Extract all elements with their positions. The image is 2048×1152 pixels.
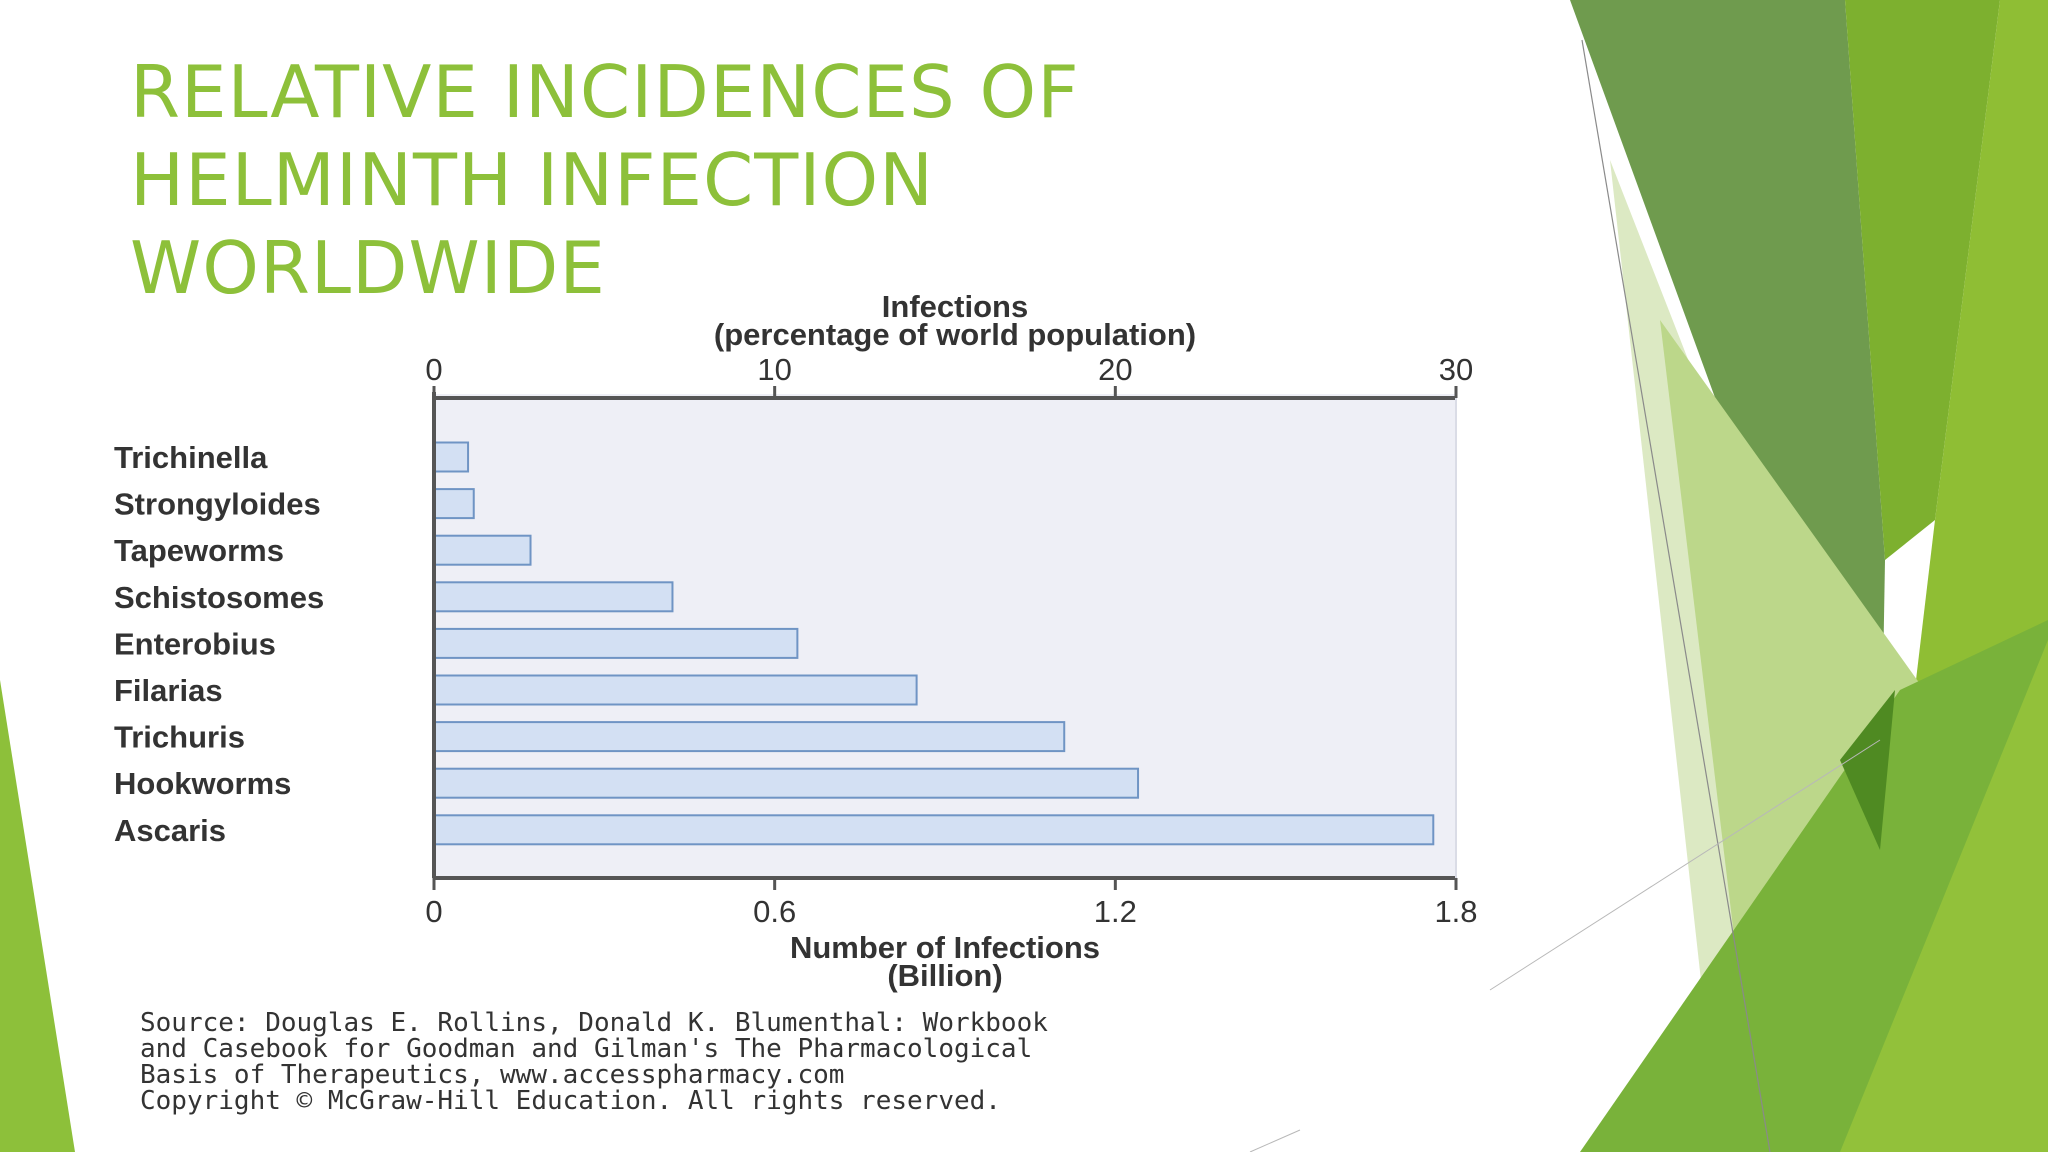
x-axis-subtitle: (Billion) <box>887 958 1002 993</box>
source-line: and Casebook for Goodman and Gilman's Th… <box>140 1034 1033 1064</box>
top-tick-label: 10 <box>757 352 791 387</box>
source-line: Source: Douglas E. Rollins, Donald K. Bl… <box>140 1008 1048 1038</box>
category-label: Schistosomes <box>114 580 324 615</box>
decor-shape-deep <box>1840 690 1895 850</box>
top-tick-label: 20 <box>1098 352 1132 387</box>
bottom-tick-label: 0 <box>425 894 442 929</box>
top-axis-subtitle: (percentage of world population) <box>714 317 1196 352</box>
bar-trichuris <box>433 721 1066 753</box>
category-label: Ascaris <box>114 813 226 848</box>
bar-strongyloides <box>433 488 475 520</box>
left-green-wedge <box>0 680 75 1152</box>
bar-filarias <box>433 674 918 706</box>
bar-ascaris <box>433 814 1435 846</box>
bar-enterobius <box>433 627 799 659</box>
bar-tapeworms <box>433 534 532 566</box>
bottom-tick-label: 1.2 <box>1094 894 1137 929</box>
decor-shape-lime <box>1845 0 2000 560</box>
category-label: Trichinella <box>114 440 268 475</box>
source-line: Copyright © McGraw-Hill Education. All r… <box>140 1086 1001 1116</box>
top-tick-label: 30 <box>1439 352 1473 387</box>
source-line: Basis of Therapeutics, www.accesspharmac… <box>140 1060 845 1090</box>
top-axis-title: Infections <box>882 289 1028 324</box>
source-note: Source: Douglas E. Rollins, Donald K. Bl… <box>140 1010 1460 1114</box>
category-label: Trichuris <box>114 720 245 755</box>
bottom-tick-label: 0.6 <box>753 894 796 929</box>
decor-thin-line <box>1489 739 1881 991</box>
category-label: Strongyloides <box>114 487 321 522</box>
bar-hookworms <box>433 767 1140 799</box>
decor-thin-line <box>1581 39 1771 1152</box>
top-tick-label: 0 <box>425 352 442 387</box>
slide-title: RELATIVE INCIDENCES OF HELMINTH INFECTIO… <box>130 50 1080 310</box>
category-label: Hookworms <box>114 766 291 801</box>
category-label: Enterobius <box>114 626 276 661</box>
bottom-tick-label: 1.8 <box>1434 894 1477 929</box>
category-label: Tapeworms <box>114 533 284 568</box>
bar-trichinella <box>433 441 470 473</box>
decor-shape-bright <box>1840 640 2048 1152</box>
category-label: Filarias <box>114 673 223 708</box>
bar-schistosomes <box>433 581 674 613</box>
decor-thin-line <box>1249 1129 1301 1152</box>
x-axis-title: Number of Infections <box>790 930 1100 965</box>
